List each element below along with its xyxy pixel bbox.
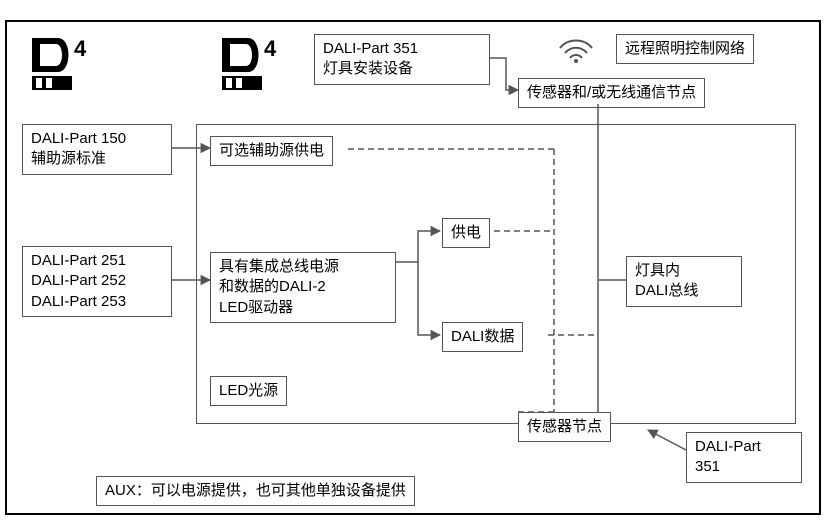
text: 灯具安装设备 — [323, 59, 481, 79]
box-remote-network: 远程照明控制网络 — [616, 34, 754, 64]
text: DALI-Part 253 — [31, 292, 163, 312]
text: DALI-Part 252 — [31, 271, 163, 291]
box-aux-supply: 可选辅助源供电 — [210, 136, 333, 166]
text: 灯具内 — [635, 261, 733, 281]
box-part150: DALI-Part 150 辅助源标准 — [22, 124, 172, 175]
text: AUX：可以电源提供，也可其他单独设备提供 — [105, 482, 406, 499]
text: 具有集成总线电源 — [219, 257, 387, 277]
text: 辅助源标准 — [31, 149, 163, 169]
d4-logo-2: 4 — [218, 36, 288, 97]
text: DALI-Part 150 — [31, 129, 163, 149]
text: 和数据的DALI-2 — [219, 277, 387, 297]
box-part351-bottom: DALI-Part 351 — [686, 432, 802, 483]
box-sensor-bottom: 传感器节点 — [518, 412, 611, 442]
text: DALI-Part — [695, 437, 793, 457]
text: 供电 — [451, 224, 481, 241]
box-part351-top: DALI-Part 351 灯具安装设备 — [314, 34, 490, 85]
box-part25x: DALI-Part 251 DALI-Part 252 DALI-Part 25… — [22, 246, 172, 317]
d4-logo-1: 4 — [28, 36, 98, 97]
text: DALI-Part 351 — [323, 39, 481, 59]
box-sensor-wireless-top: 传感器和/或无线通信节点 — [518, 78, 705, 108]
box-dali-data: DALI数据 — [442, 322, 523, 352]
text: DALI-Part 251 — [31, 251, 163, 271]
text: DALI总线 — [635, 281, 733, 301]
text: 远程照明控制网络 — [625, 40, 745, 57]
text: 可选辅助源供电 — [219, 142, 324, 159]
logo-sup: 4 — [74, 36, 87, 61]
wifi-icon — [556, 34, 596, 64]
svg-text:4: 4 — [264, 36, 277, 61]
text: DALI数据 — [451, 328, 514, 345]
box-driver: 具有集成总线电源 和数据的DALI-2 LED驱动器 — [210, 252, 396, 323]
diagram-canvas: 4 4 DALI-Part 351 灯具安装设备 远程照明控制网络 — [0, 0, 826, 527]
box-aux-note: AUX：可以电源提供，也可其他单独设备提供 — [96, 476, 415, 506]
text: 传感器和/或无线通信节点 — [527, 84, 696, 101]
box-led-source: LED光源 — [210, 376, 287, 406]
text: 351 — [695, 457, 793, 477]
box-power: 供电 — [442, 218, 490, 248]
text: LED驱动器 — [219, 298, 387, 318]
text: LED光源 — [219, 382, 278, 399]
box-dali-bus: 灯具内 DALI总线 — [626, 256, 742, 307]
text: 传感器节点 — [527, 418, 602, 435]
